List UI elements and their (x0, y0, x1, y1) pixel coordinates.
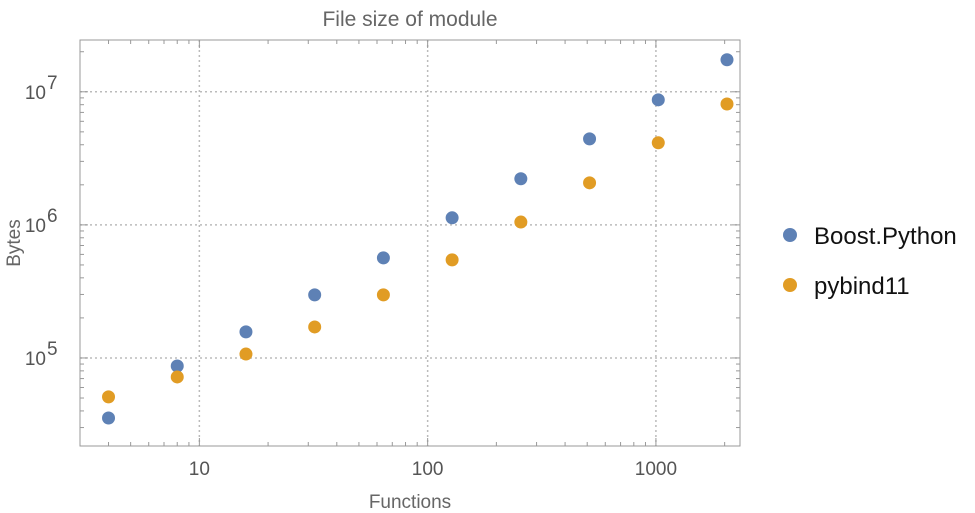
legend-label: pybind11 (814, 273, 910, 300)
x-tick-label: 1000 (635, 459, 677, 480)
point-boost-python (651, 93, 665, 107)
y-tick-label-base: 10 (25, 349, 46, 370)
point-boost-python (514, 172, 528, 186)
point-boost-python (376, 251, 390, 265)
data-points (102, 53, 734, 425)
point-boost-python (720, 53, 734, 67)
point-pybind11 (514, 215, 528, 229)
y-tick-label-base: 10 (25, 216, 46, 237)
legend-marker (783, 278, 797, 292)
point-boost-python (170, 359, 184, 373)
y-tick-label-exponent: 5 (47, 339, 58, 360)
point-pybind11 (720, 97, 734, 111)
legend-marker (783, 228, 797, 242)
x-axis-label: Functions (369, 492, 451, 513)
y-tick-label-base: 10 (25, 83, 46, 104)
point-pybind11 (170, 370, 184, 384)
plot-frame (79, 39, 741, 447)
legend-label: Boost.Python (814, 223, 957, 250)
y-tick-label-exponent: 6 (47, 206, 58, 227)
point-boost-python (102, 411, 116, 425)
x-tick-label: 100 (412, 459, 444, 480)
y-tick-label-exponent: 7 (47, 73, 58, 94)
point-pybind11 (376, 288, 390, 302)
point-pybind11 (583, 176, 597, 190)
chart-title: File size of module (322, 8, 497, 31)
y-axis-label: Bytes (4, 219, 25, 267)
point-boost-python (308, 288, 322, 302)
point-boost-python (239, 325, 253, 339)
x-tick-label: 10 (189, 459, 210, 480)
point-pybind11 (651, 136, 665, 150)
legend: Boost.Python pybind11 (783, 223, 957, 300)
point-pybind11 (239, 347, 253, 361)
point-pybind11 (308, 320, 322, 334)
point-pybind11 (445, 253, 459, 267)
point-boost-python (445, 211, 459, 225)
point-boost-python (583, 132, 597, 146)
grid (80, 40, 740, 446)
point-pybind11 (102, 390, 116, 404)
